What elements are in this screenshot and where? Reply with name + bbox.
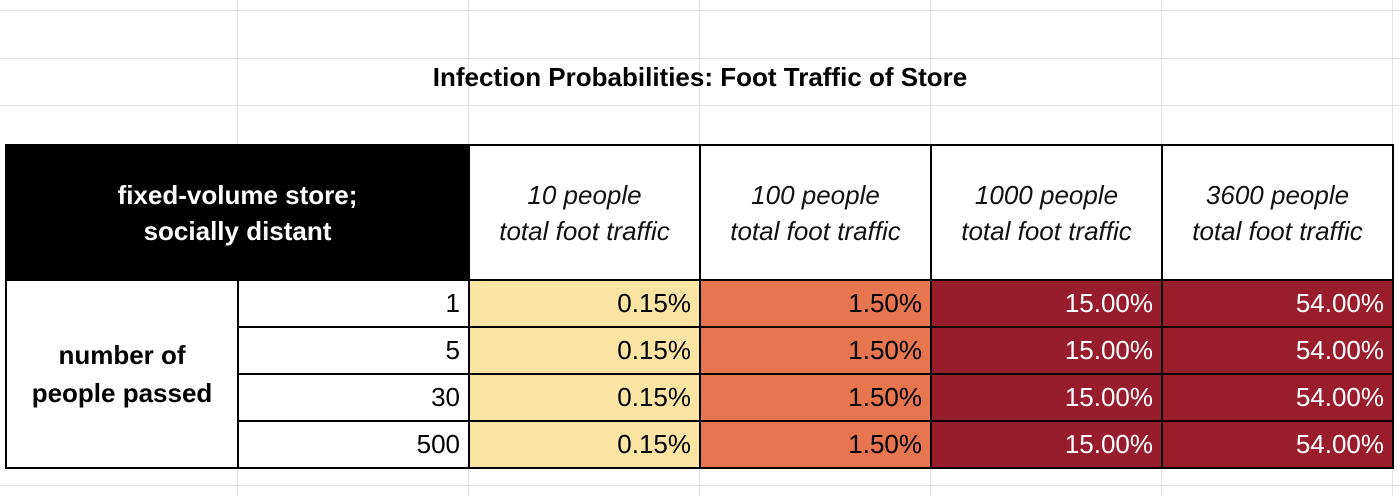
probability-cell[interactable]: 15.00% xyxy=(930,420,1163,469)
column-header-10[interactable]: 10 people total foot traffic xyxy=(468,144,701,281)
column-header-label: 1000 people total foot traffic xyxy=(961,179,1132,246)
table-row: 30 0.15% 1.50% 15.00% 54.00% xyxy=(6,373,1394,422)
table-row: 5 0.15% 1.50% 15.00% 54.00% xyxy=(6,326,1394,375)
probability-cell[interactable]: 1.50% xyxy=(699,373,932,422)
probability-table: fixed-volume store; socially distant 10 … xyxy=(5,144,1394,469)
gridline xyxy=(0,58,1400,59)
probability-cell[interactable]: 54.00% xyxy=(1161,326,1394,375)
gridline xyxy=(0,10,1400,11)
gridline xyxy=(0,485,1400,486)
column-header-label: 100 people total foot traffic xyxy=(730,179,901,246)
table-row: 500 0.15% 1.50% 15.00% 54.00% xyxy=(6,420,1394,469)
people-passed-cell[interactable]: 500 xyxy=(237,420,470,469)
column-header-label: 3600 people total foot traffic xyxy=(1192,179,1363,246)
sheet-title[interactable]: Infection Probabilities: Foot Traffic of… xyxy=(432,62,968,92)
probability-cell[interactable]: 54.00% xyxy=(1161,373,1394,422)
probability-cell[interactable]: 15.00% xyxy=(930,326,1163,375)
gridline xyxy=(0,105,1400,106)
table-row: number of people passed 1 0.15% 1.50% 15… xyxy=(5,279,1394,469)
probability-cell[interactable]: 0.15% xyxy=(468,279,701,328)
probability-cell[interactable]: 1.50% xyxy=(699,326,932,375)
column-header-100[interactable]: 100 people total foot traffic xyxy=(699,144,932,281)
probability-cell[interactable]: 0.15% xyxy=(468,420,701,469)
probability-cell[interactable]: 0.15% xyxy=(468,373,701,422)
header-row: fixed-volume store; socially distant 10 … xyxy=(5,144,1394,281)
corner-header-label: fixed-volume store; socially distant xyxy=(117,179,358,246)
people-passed-cell[interactable]: 30 xyxy=(237,373,470,422)
column-header-1000[interactable]: 1000 people total foot traffic xyxy=(930,144,1163,281)
column-header-3600[interactable]: 3600 people total foot traffic xyxy=(1161,144,1394,281)
people-passed-cell[interactable]: 1 xyxy=(237,279,470,328)
probability-cell[interactable]: 54.00% xyxy=(1161,279,1394,328)
probability-cell[interactable]: 15.00% xyxy=(930,373,1163,422)
row-group-label: number of people passed xyxy=(31,340,213,408)
people-passed-cell[interactable]: 5 xyxy=(237,326,470,375)
probability-cell[interactable]: 0.15% xyxy=(468,326,701,375)
row-group-label-cell[interactable]: number of people passed xyxy=(5,279,239,469)
column-header-label: 10 people total foot traffic xyxy=(499,179,670,246)
corner-header-cell[interactable]: fixed-volume store; socially distant xyxy=(5,144,470,281)
probability-cell[interactable]: 15.00% xyxy=(930,279,1163,328)
probability-cell[interactable]: 1.50% xyxy=(699,420,932,469)
probability-cell[interactable]: 54.00% xyxy=(1161,420,1394,469)
probability-cell[interactable]: 1.50% xyxy=(699,279,932,328)
